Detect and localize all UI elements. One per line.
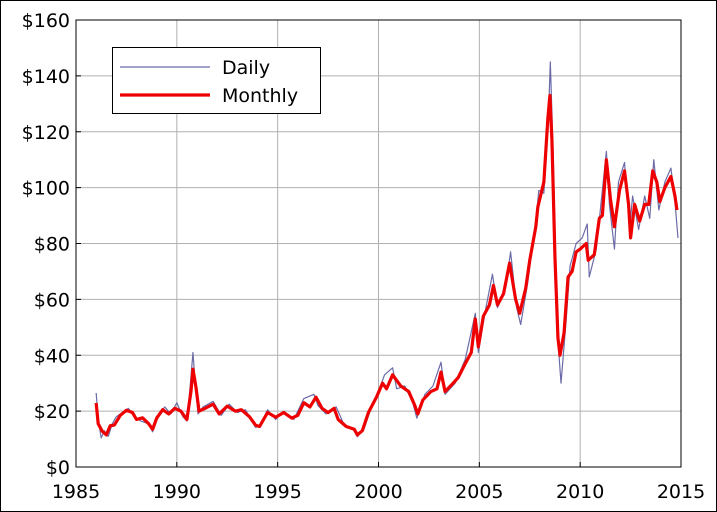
x-tick-label: 1985 <box>52 481 100 503</box>
data-line <box>94 93 679 437</box>
y-tick-label: $120 <box>22 122 70 144</box>
y-tick-label: $100 <box>22 178 70 200</box>
legend-box <box>112 47 321 114</box>
x-tick-label: 1995 <box>253 481 301 503</box>
x-tick-label: 2005 <box>455 481 503 503</box>
legend: Daily Monthly <box>112 47 321 114</box>
x-tick-label: 2000 <box>354 481 402 503</box>
legend-label: Daily <box>222 57 270 79</box>
y-tick-label: $160 <box>22 10 70 32</box>
legend-label: Monthly <box>222 85 298 107</box>
x-tick-label: 2010 <box>556 481 604 503</box>
x-tick-label: 2015 <box>657 481 705 503</box>
y-tick-label: $20 <box>34 401 70 423</box>
lines <box>94 61 679 439</box>
tick-labels: $0 $20 $40 $60 $80 $100 $120 $140 $160 1985 1990 19… <box>22 10 706 503</box>
y-tick-label: $140 <box>22 66 70 88</box>
y-tick-label: $0 <box>46 457 70 479</box>
x-tick-label: 1990 <box>153 481 201 503</box>
y-tick-label: $40 <box>34 345 70 367</box>
y-tick-label: $80 <box>34 234 70 256</box>
y-tick-label: $60 <box>34 289 70 311</box>
